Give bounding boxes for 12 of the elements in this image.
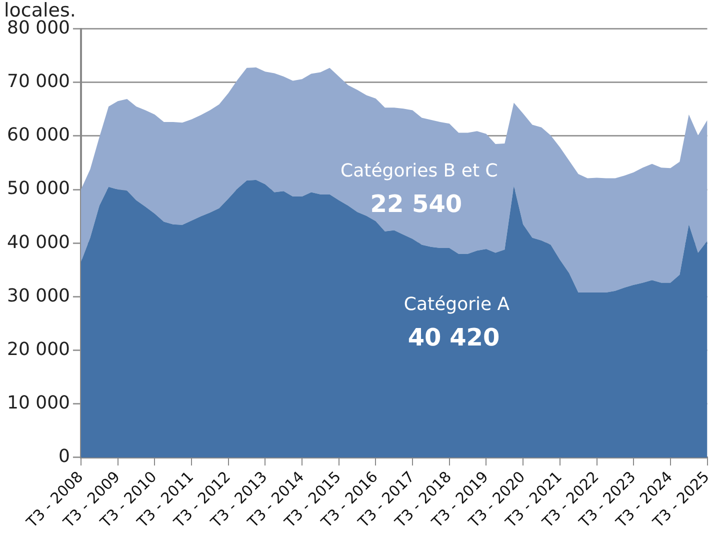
y-tick-label: 20 000 bbox=[7, 338, 70, 360]
y-tick-label: 10 000 bbox=[7, 392, 70, 414]
y-tick-label: 40 000 bbox=[7, 232, 70, 253]
y-tick-label: 50 000 bbox=[7, 178, 70, 200]
annotation: 22 540 bbox=[370, 190, 462, 218]
annotation: 40 420 bbox=[408, 324, 500, 352]
series-label: Catégorie A bbox=[404, 294, 510, 315]
y-tick-label: 60 000 bbox=[7, 124, 70, 146]
y-tick-label: 70 000 bbox=[7, 71, 70, 92]
y-tick-label: 30 000 bbox=[7, 285, 70, 306]
y-tick-label: 0 bbox=[58, 446, 70, 468]
series-label: Catégories B et C bbox=[340, 160, 498, 182]
